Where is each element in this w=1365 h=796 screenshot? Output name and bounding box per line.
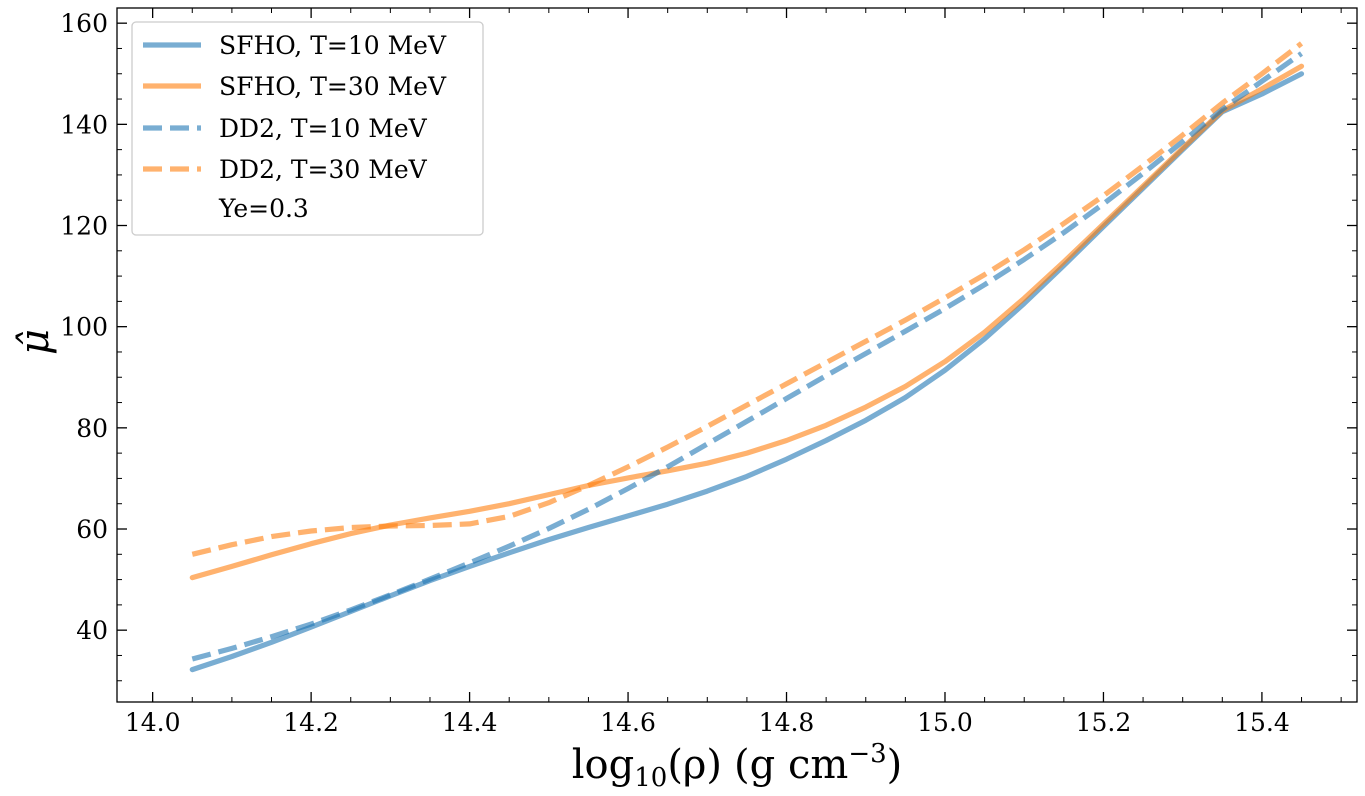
- legend-frame: [131, 21, 484, 236]
- y-axis: 40 60 80 100 120 140 160: [60, 9, 1357, 645]
- x-tick-label: 14.2: [283, 708, 339, 737]
- y-tick-label: 140: [60, 110, 108, 139]
- series-line-3: [191, 51, 1303, 662]
- minor-ticks: [117, 8, 1357, 702]
- legend-annotation: Ye=0.3: [218, 194, 309, 223]
- series-line-4: [191, 41, 1304, 557]
- legend-label-3: DD2, T=10 MeV: [219, 114, 428, 143]
- legend-label-1: SFHO, T=10 MeV: [219, 31, 447, 60]
- x-tick-label: 15.2: [1076, 708, 1132, 737]
- x-axis-title: log10(ρ) (g cm−3): [572, 739, 903, 793]
- x-axis: 14.0 14.2 14.4 14.6 14.8 15.0 15.2 15.4: [125, 8, 1290, 737]
- legend-label-4: DD2, T=30 MeV: [219, 155, 428, 184]
- x-tick-label: 15.4: [1234, 708, 1290, 737]
- y-tick-label: 100: [60, 313, 108, 342]
- series-line-2: [189, 63, 1305, 581]
- legend-label-2: SFHO, T=30 MeV: [219, 72, 447, 101]
- x-title-exp: −3: [848, 739, 886, 769]
- x-title-close: ): [887, 742, 903, 788]
- x-title-arg: (ρ): [667, 742, 722, 788]
- legend-entries: SFHO, T=10 MeV SFHO, T=30 MeV DD2, T=10 Me…: [143, 31, 447, 184]
- x-tick-label: 15.0: [917, 708, 973, 737]
- x-tick-label: 14.6: [600, 708, 656, 737]
- plot-frame: [116, 7, 1358, 703]
- y-tick-label: 160: [60, 9, 108, 38]
- y-tick-label: 40: [76, 616, 108, 645]
- y-tick-label: 60: [76, 515, 108, 544]
- x-title-unit: (g cm: [734, 742, 848, 788]
- x-tick-label: 14.4: [442, 708, 498, 737]
- x-tick-label: 14.8: [759, 708, 815, 737]
- y-tick-label: 120: [60, 212, 108, 241]
- y-axis-title: μ̂: [12, 329, 58, 355]
- x-title-sub: 10: [634, 763, 667, 793]
- legend: SFHO, T=10 MeV SFHO, T=30 MeV DD2, T=10 Me…: [131, 21, 484, 236]
- series-layer: [189, 41, 1305, 673]
- x-title-func: log: [572, 742, 634, 788]
- x-tick-label: 14.0: [125, 708, 181, 737]
- y-tick-label: 80: [76, 414, 108, 443]
